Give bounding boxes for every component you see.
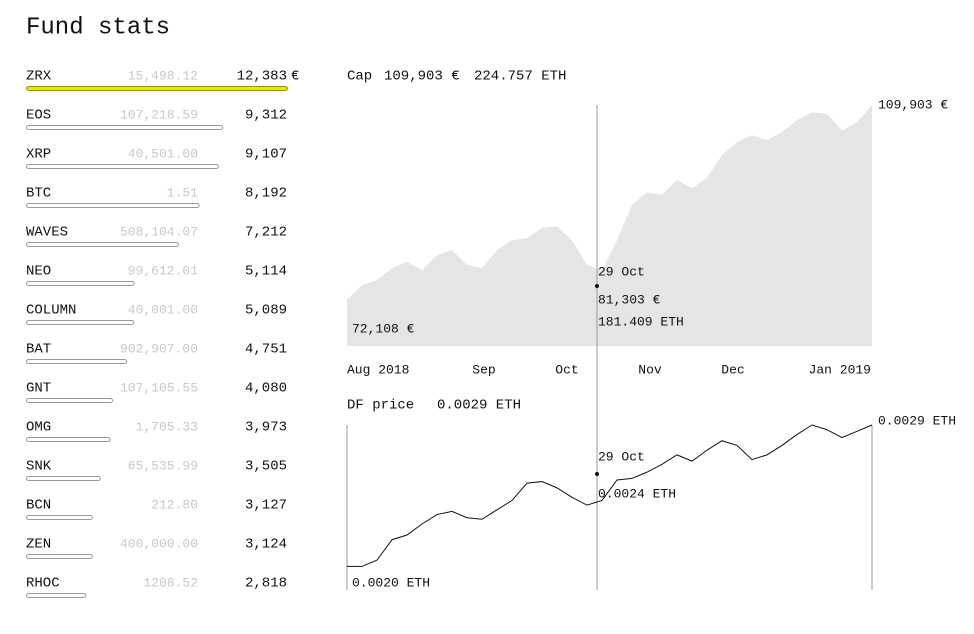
holding-bar [26,164,219,169]
holding-amount: 400,000.00 [120,536,198,551]
holding-bar [26,320,135,325]
holding-value: 3,124 [245,537,287,553]
holding-name: WAVES [26,225,68,241]
holding-bar [26,359,128,364]
holding-amount: 99,612.01 [128,263,198,278]
holding-value: 4,080 [245,381,287,397]
holding-amount: 40,501.00 [128,146,198,161]
holding-name: XRP [26,147,51,163]
holding-value: 4,751 [245,342,287,358]
cap-cursor-eth: 181.409 ETH [598,314,684,329]
x-axis-label: Nov [638,362,662,377]
holding-name: OMG [26,420,51,436]
holding-name: ZEN [26,537,51,553]
holding-bar [26,398,113,403]
holding-name: SNK [26,459,52,475]
x-axis-label: Aug 2018 [347,362,409,377]
x-axis-label: Sep [472,362,495,377]
holding-name: BAT [26,342,51,358]
holding-value: 12,383 [237,69,287,85]
holding-value: 5,089 [245,303,287,319]
cap-cursor-dot [595,284,599,288]
holding-name: RHOC [26,576,60,592]
holding-value: 3,973 [245,420,287,436]
holding-name: COLUMN [26,303,76,319]
price-cursor-value: 0.0024 ETH [598,486,676,501]
cap-title: Cap [347,69,372,85]
holding-bar [26,242,180,247]
price-current: 0.0029 ETH [437,398,521,414]
cap-cursor-value: 81,303 € [598,292,661,307]
x-axis-label: Jan 2019 [809,362,871,377]
holding-amount: 65,535.99 [128,458,198,473]
page-title: Fund stats [26,14,170,41]
holding-value: 3,505 [245,459,287,475]
holding-bar [26,281,135,286]
holding-amount: 508,104.07 [120,224,198,239]
holding-bar [26,476,101,481]
holding-value: 7,212 [245,225,287,241]
price-end-label: 0.0029 ETH [878,413,956,428]
holding-amount: 107,105.55 [120,380,198,395]
price-line [347,424,873,567]
holding-name: BTC [26,186,51,202]
holding-name: GNT [26,381,51,397]
cap-end-label: 109,903 € [878,97,948,112]
holding-value: 9,107 [245,147,287,163]
cap-start-label: 72,108 € [352,321,415,336]
holding-value: 8,192 [245,186,287,202]
cap-total-eth: 224.757 ETH [474,69,566,85]
holding-amount: 902,907.00 [120,341,198,356]
holding-value: 9,312 [245,108,287,124]
price-cursor-dot [595,472,599,476]
holding-value: 5,114 [245,264,287,280]
holding-bar [26,125,224,130]
cap-area [347,105,872,347]
holding-name: BCN [26,498,51,514]
x-axis-label: Oct [555,362,578,377]
holding-bar [26,515,93,520]
holding-amount: 15,498.12 [128,68,198,83]
holding-amount: 1,705.33 [136,419,198,434]
holding-amount: 1.51 [167,185,198,200]
holding-name: NEO [26,264,51,280]
price-cursor-date: 29 Oct [598,449,645,464]
holding-name: ZRX [26,69,52,85]
holding-value: 3,127 [245,498,287,514]
holding-bar [26,203,200,208]
holding-bar [26,554,93,559]
holding-bar [26,593,87,598]
holding-amount: 107,218.59 [120,107,198,122]
holding-currency: € [291,69,299,85]
cap-total: 109,903 € [384,69,460,85]
holding-bar [26,437,111,442]
holding-amount: 1208.52 [143,575,198,590]
holding-amount: 212.80 [151,497,198,512]
cap-cursor-date: 29 Oct [598,264,645,279]
price-start-label: 0.0020 ETH [352,575,430,590]
x-axis-label: Dec [721,362,744,377]
price-title: DF price [347,398,414,414]
holding-name: EOS [26,108,51,124]
holding-bar [26,86,288,91]
holding-amount: 40,001.00 [128,302,198,317]
holding-value: 2,818 [245,576,287,592]
